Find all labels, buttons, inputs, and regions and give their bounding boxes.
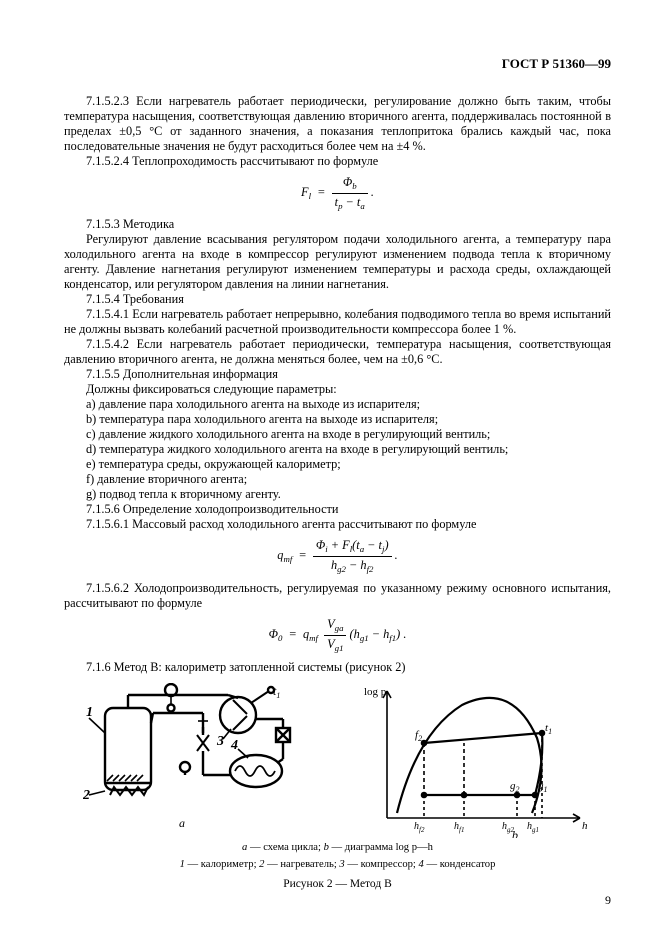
figure-2-schematic: 1 2 3 4 t1 a: [83, 683, 323, 838]
para-7.1.5.2.3: 7.1.5.2.3 Если нагреватель работает пери…: [64, 94, 611, 154]
svg-text:hg1: hg1: [527, 821, 539, 834]
figure-caption-a-b: a — схема цикла; b — диаграмма log p—h: [64, 842, 611, 855]
para-7.1.5.6.1: 7.1.5.6.1 Массовый расход холодильного а…: [64, 517, 611, 532]
formula-1: Fl = Φb tp − ta .: [64, 175, 611, 212]
svg-text:h: h: [582, 820, 588, 832]
svg-text:g2: g2: [510, 780, 520, 794]
para-7.1.5.3: 7.1.5.3 Методика: [64, 217, 611, 232]
svg-text:hf2: hf2: [414, 821, 425, 834]
para-7.1.5.5: 7.1.5.5 Дополнительная информация: [64, 367, 611, 382]
para-params-intro: Должны фиксироваться следующие параметры…: [64, 382, 611, 397]
svg-text:b: b: [512, 828, 518, 838]
figure-title: Рисунок 2 — Метод B: [64, 877, 611, 891]
figure-2: 1 2 3 4 t1 a: [64, 683, 611, 838]
para-7.1.5.4.2: 7.1.5.4.2 Если нагреватель работает пери…: [64, 337, 611, 367]
doc-header: ГОСТ Р 51360—99: [64, 56, 611, 72]
svg-text:log p: log p: [364, 686, 387, 698]
svg-text:f2: f2: [415, 729, 422, 743]
list-item-d: d) температура жидкого холодильного аген…: [64, 442, 611, 457]
para-7.1.5.6.2: 7.1.5.6.2 Холодопроизводительность, регу…: [64, 581, 611, 611]
figure-2-diagram: log p h f2 t1 g2 g1 hf2 hf1 hg2 hg1 b: [362, 683, 592, 838]
list-item-c: c) давление жидкого холодильного агента …: [64, 427, 611, 442]
page-number: 9: [605, 893, 611, 908]
list-item-b: b) температура пара холодильного агента …: [64, 412, 611, 427]
para-methodology: Регулируют давление всасывания регулятор…: [64, 232, 611, 292]
svg-text:3: 3: [216, 734, 224, 749]
svg-text:a: a: [179, 816, 185, 830]
svg-text:t1: t1: [545, 722, 552, 736]
para-7.1.5.4.1: 7.1.5.4.1 Если нагреватель работает непр…: [64, 307, 611, 337]
svg-text:t1: t1: [273, 684, 280, 700]
svg-text:2: 2: [83, 788, 90, 803]
list-item-e: e) температура среды, окружающей калорим…: [64, 457, 611, 472]
list-item-a: a) давление пара холодильного агента на …: [64, 397, 611, 412]
para-7.1.5.6: 7.1.5.6 Определение холодопроизводительн…: [64, 502, 611, 517]
list-item-f: f) давление вторичного агента;: [64, 472, 611, 487]
formula-2: qmf = Φi + Fl(ta − tj) hg2 − hf2 .: [64, 538, 611, 575]
svg-text:1: 1: [86, 705, 93, 720]
svg-text:hf1: hf1: [454, 821, 464, 834]
para-7.1.5.4: 7.1.5.4 Требования: [64, 292, 611, 307]
para-7.1.5.2.4: 7.1.5.2.4 Теплопроходимость рассчитывают…: [64, 154, 611, 169]
svg-text:g1: g1: [538, 780, 548, 794]
figure-caption-legend: 1 — калориметр; 2 — нагреватель; 3 — ком…: [64, 859, 611, 872]
svg-text:4: 4: [230, 738, 238, 753]
list-item-g: g) подвод тепла к вторичному агенту.: [64, 487, 611, 502]
formula-3: Φ0 = qmf Vga Vg1 (hg1 − hf1) .: [64, 617, 611, 654]
para-7.1.6: 7.1.6 Метод B: калориметр затопленной си…: [64, 660, 611, 675]
